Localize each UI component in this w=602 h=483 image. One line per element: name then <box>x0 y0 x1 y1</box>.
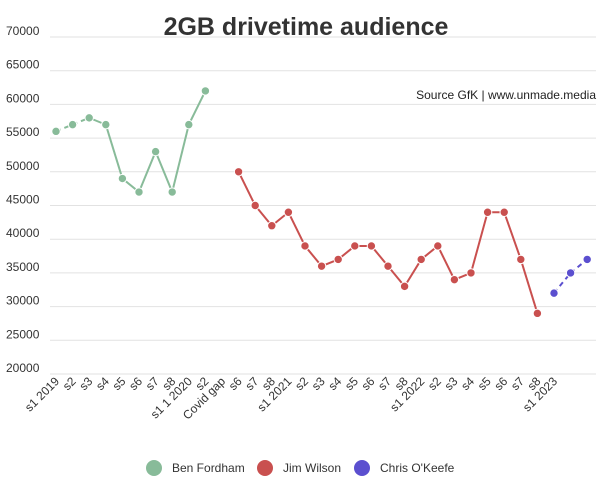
data-point[interactable] <box>582 254 592 265</box>
series-line-segment <box>287 211 306 247</box>
chart-title: 2GB drivetime audience <box>164 13 449 41</box>
y-tick-label: 60000 <box>6 91 40 105</box>
data-point[interactable] <box>466 268 476 278</box>
data-point[interactable] <box>300 241 310 251</box>
legend-label: Jim Wilson <box>283 461 341 475</box>
x-tick-label: s1 2022 <box>387 374 427 414</box>
data-point[interactable] <box>283 207 294 217</box>
data-point[interactable] <box>117 173 128 184</box>
legend-label: Ben Fordham <box>172 461 245 475</box>
y-tick-label: 50000 <box>6 159 40 173</box>
series-chris-o-keefe <box>549 254 592 298</box>
data-point[interactable] <box>549 288 559 298</box>
data-point[interactable] <box>250 200 260 211</box>
legend-marker <box>146 460 162 476</box>
x-tick-label: s1 2023 <box>520 374 560 414</box>
legend-item[interactable]: Chris O'Keefe <box>354 460 455 476</box>
y-tick-label: 70000 <box>6 24 40 38</box>
series-line-segment <box>187 90 207 126</box>
series-line-segment <box>503 211 522 260</box>
series-line-segment <box>403 258 423 287</box>
data-point[interactable] <box>67 119 78 130</box>
data-point[interactable] <box>101 119 111 130</box>
series-line-segment <box>519 259 539 314</box>
data-point[interactable] <box>416 254 426 265</box>
data-point[interactable] <box>532 308 543 319</box>
data-point[interactable] <box>84 113 94 123</box>
data-point[interactable] <box>184 119 194 130</box>
data-point[interactable] <box>499 207 509 217</box>
y-tick-label: 40000 <box>6 226 40 240</box>
y-tick-label: 20000 <box>6 361 40 375</box>
data-point[interactable] <box>482 207 493 217</box>
x-tick-label: s1 2021 <box>254 374 294 414</box>
y-tick-label: 25000 <box>6 327 40 341</box>
data-point[interactable] <box>383 261 393 271</box>
legend[interactable]: Ben Fordham Jim Wilson Chris O'Keefe <box>146 460 455 476</box>
y-tick-label: 30000 <box>6 294 40 308</box>
x-tick-label: s1 2019 <box>22 374 62 414</box>
legend-label: Chris O'Keefe <box>380 461 455 475</box>
series-line-segment <box>104 124 124 179</box>
source-note: Source GfK | www.unmade.media <box>416 88 596 102</box>
data-point[interactable] <box>150 146 161 157</box>
series-line-segment <box>237 171 257 206</box>
series-line-segment <box>138 151 157 193</box>
series-jim-wilson <box>233 167 543 319</box>
data-point[interactable] <box>449 274 460 285</box>
data-point[interactable] <box>565 268 576 278</box>
series-line-segment <box>436 245 456 281</box>
grid <box>50 36 596 375</box>
y-tick-label: 55000 <box>6 125 40 139</box>
data-point[interactable] <box>350 241 360 251</box>
series-layer <box>51 86 592 319</box>
y-tick-label: 65000 <box>6 58 40 72</box>
data-point[interactable] <box>167 187 177 197</box>
legend-item[interactable]: Jim Wilson <box>257 460 341 476</box>
y-tick-label: 45000 <box>6 193 40 207</box>
data-point[interactable] <box>267 221 277 231</box>
data-point[interactable] <box>200 86 211 96</box>
series-line-segment <box>171 124 190 193</box>
legend-marker <box>257 460 273 476</box>
data-point[interactable] <box>366 241 377 251</box>
data-point[interactable] <box>51 126 61 137</box>
legend-marker <box>354 460 370 476</box>
data-point[interactable] <box>399 281 410 292</box>
y-tick-label: 35000 <box>6 260 40 274</box>
series-ben-fordham <box>51 86 211 197</box>
data-point[interactable] <box>316 261 327 271</box>
data-point[interactable] <box>333 254 343 265</box>
data-point[interactable] <box>433 241 443 251</box>
series-line-segment <box>470 211 489 274</box>
data-point[interactable] <box>516 254 526 265</box>
legend-item[interactable]: Ben Fordham <box>146 460 245 476</box>
data-point[interactable] <box>233 167 244 177</box>
y-axis: 20000 25000 30000 35000 40000 45000 50000 55000… <box>6 24 40 375</box>
data-point[interactable] <box>134 187 144 197</box>
series-line-segment <box>154 151 174 193</box>
